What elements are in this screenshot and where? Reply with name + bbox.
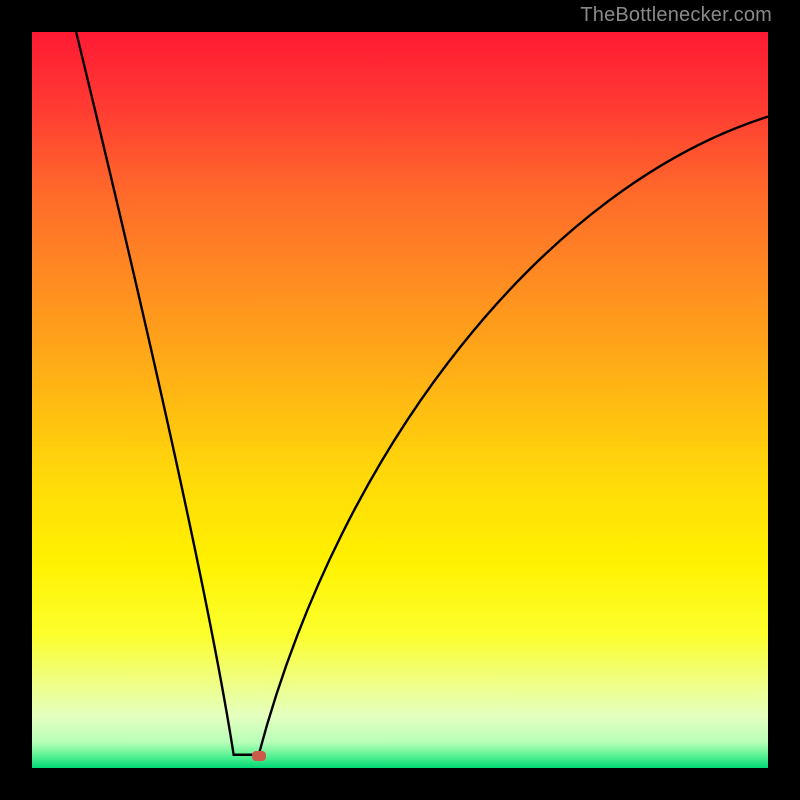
plot-area [32, 32, 768, 768]
bottleneck-curve [32, 32, 768, 768]
minimum-marker [252, 751, 266, 761]
watermark-text: TheBottlenecker.com [580, 4, 772, 27]
bottleneck-curve-path [76, 32, 768, 755]
